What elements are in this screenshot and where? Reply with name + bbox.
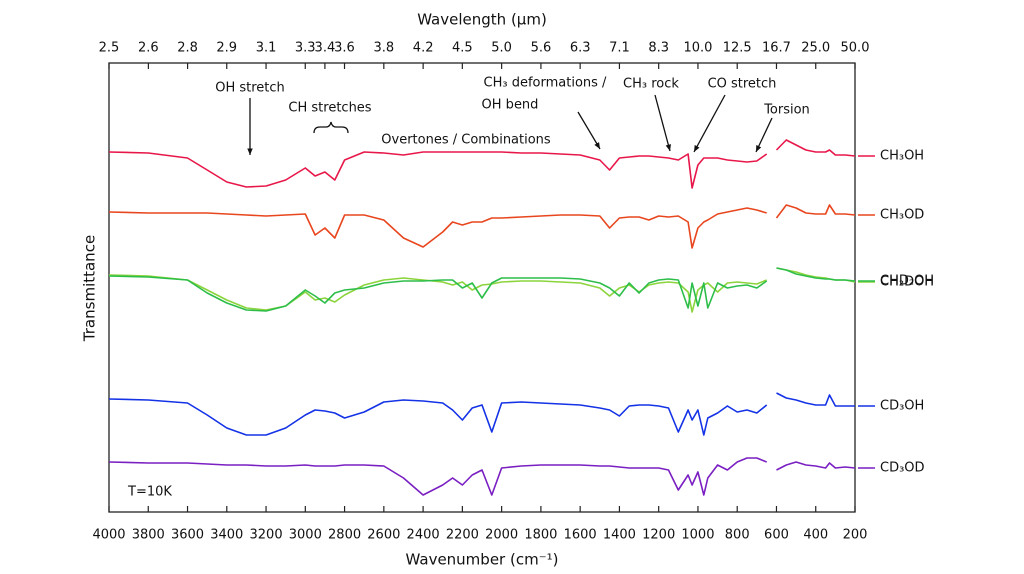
series-label: CH₂DOH (880, 275, 934, 290)
spectrum-line (108, 457, 856, 496)
series-label: CD₃OH (880, 399, 924, 414)
x-tick-label: 2600 (367, 528, 400, 543)
annotation: Torsion (763, 103, 810, 118)
x-tick-label: 1400 (603, 528, 636, 543)
annotation: OH stretch (215, 81, 285, 96)
arrow-head (594, 142, 600, 149)
series-label: CH₃OD (880, 208, 924, 223)
brace (313, 121, 349, 134)
x2-tick-label: 3.4 (315, 41, 336, 56)
x2-tick-label: 8.3 (648, 41, 669, 56)
arrow-head (247, 148, 253, 155)
x-tick-label: 600 (764, 528, 789, 543)
x2-tick-label: 5.0 (491, 41, 512, 56)
x-tick-label: 4000 (92, 528, 125, 543)
spectrum-line (108, 392, 855, 436)
x-tick-label: 3200 (250, 528, 283, 543)
x-tick-label: 3800 (132, 528, 165, 543)
x2-tick-label: 3.6 (334, 41, 355, 56)
arrow-head (756, 145, 762, 152)
x2-tick-label: 4.5 (452, 41, 473, 56)
x2-tick-label: 2.5 (99, 41, 120, 56)
annotation: T=10K (127, 485, 172, 500)
series-label: CH₃OH (880, 149, 924, 164)
x-axis-title: Wavenumber (cm⁻¹) (406, 551, 559, 569)
x2-tick-label: 16.7 (762, 41, 791, 56)
spectrum-line (108, 204, 856, 249)
spectrum-line (108, 267, 856, 313)
plot-frame (108, 62, 856, 513)
x2-tick-label: 50.0 (841, 41, 870, 56)
arrow (577, 111, 601, 150)
x2-tick-label: 2.9 (216, 41, 237, 56)
x-tick-label: 1600 (564, 528, 597, 543)
x2-tick-label: 3.8 (373, 41, 394, 56)
annotation: CH₃ rock (623, 77, 679, 92)
x2-tick-label: 12.5 (723, 41, 752, 56)
x2-tick-label: 10.0 (683, 41, 712, 56)
arrow (693, 94, 726, 153)
annotation: Overtones / Combinations (381, 133, 551, 148)
x-tick-label: 400 (803, 528, 828, 543)
x2-tick-label: 4.2 (413, 41, 434, 56)
x2-tick-label: 7.1 (609, 41, 630, 56)
y-axis-title: Transmittance (81, 235, 99, 342)
annotation: OH bend (482, 98, 539, 113)
annotation: CO stretch (708, 77, 777, 92)
x-tick-label: 3400 (210, 528, 243, 543)
x-tick-label: 1800 (524, 528, 557, 543)
x-tick-label: 1000 (681, 528, 714, 543)
arrow-head (694, 145, 700, 152)
arrow-head (665, 144, 671, 151)
x-tick-label: 2000 (485, 528, 518, 543)
x-tick-label: 2200 (446, 528, 479, 543)
x-tick-label: 800 (725, 528, 750, 543)
x2-tick-label: 5.6 (531, 41, 552, 56)
x-tick-label: 2400 (407, 528, 440, 543)
x2-tick-label: 25.0 (801, 41, 830, 56)
series-label: CD₃OD (880, 461, 925, 476)
annotation: CH stretches (288, 101, 371, 116)
x-tick-label: 200 (843, 528, 868, 543)
x2-tick-label: 2.8 (177, 41, 198, 56)
annotation: CH₃ deformations / (484, 76, 608, 91)
x2-tick-label: 6.3 (570, 41, 591, 56)
x-tick-label: 3000 (289, 528, 322, 543)
x-tick-label: 3600 (171, 528, 204, 543)
x-tick-label: 1200 (642, 528, 675, 543)
spectrum-line (108, 267, 856, 312)
x2-tick-label: 3.1 (256, 41, 277, 56)
spectrum-line (108, 139, 856, 189)
arrow (654, 94, 671, 152)
x2-tick-label: 3.3 (295, 41, 316, 56)
series-label: CHD₂OH (880, 274, 934, 289)
top-axis-title: Wavelength (µm) (417, 11, 547, 29)
x-tick-label: 2800 (328, 528, 361, 543)
x2-tick-label: 2.6 (138, 41, 159, 56)
